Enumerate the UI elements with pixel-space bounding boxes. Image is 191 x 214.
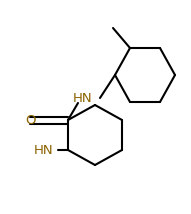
Text: O: O <box>25 113 35 126</box>
Text: HN: HN <box>34 144 54 156</box>
Text: HN: HN <box>73 92 93 104</box>
